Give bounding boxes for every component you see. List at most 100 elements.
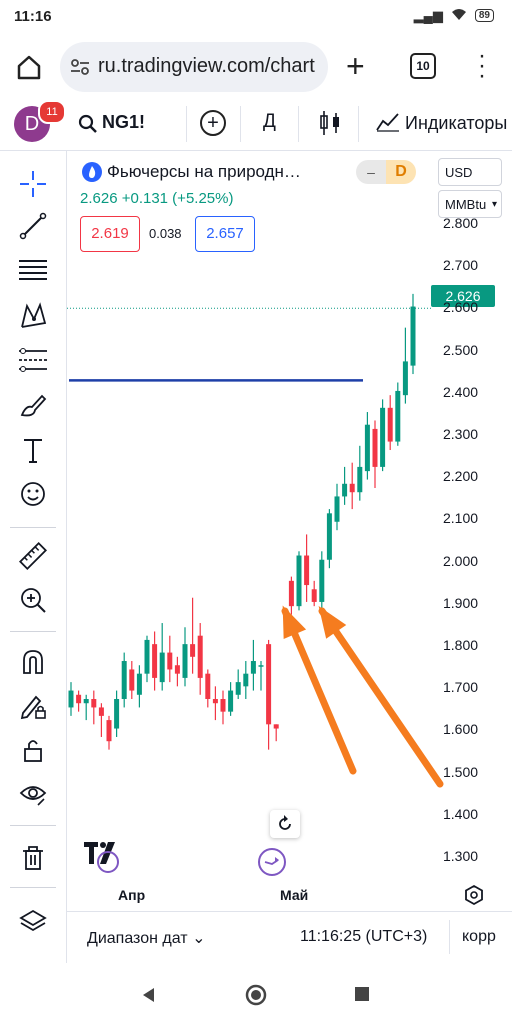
price-tick-label: 2.700 — [443, 257, 479, 274]
candle-body — [159, 652, 165, 683]
forecast-icon[interactable] — [14, 341, 52, 379]
candle-body — [243, 673, 249, 687]
price-tick-label: 1.300 — [443, 848, 479, 864]
candlestick-chart[interactable] — [67, 151, 512, 911]
chevron-down-icon: ⌄ — [192, 930, 206, 947]
status-icons: ▂▄▆ 89 — [414, 7, 494, 24]
text-icon[interactable] — [14, 431, 52, 469]
crosshair-icon[interactable] — [14, 165, 52, 203]
candle-body — [395, 390, 401, 442]
fib-retracement-icon[interactable] — [14, 251, 52, 289]
candle-body — [114, 699, 120, 729]
price-tick-label: 2.600 — [443, 299, 479, 316]
time-label-may: Май — [280, 887, 309, 903]
pattern-icon[interactable] — [14, 297, 52, 335]
lock-drawings-icon[interactable] — [14, 687, 52, 725]
arrow-annotation[interactable] — [281, 605, 357, 775]
brush-icon[interactable] — [14, 387, 52, 425]
buy-button[interactable]: 2.657 — [195, 216, 255, 252]
status-time: 11:16 — [14, 8, 52, 25]
replay-icon[interactable] — [258, 848, 286, 876]
arrow-annotation[interactable] — [318, 606, 444, 788]
status-bar: 11:16 ▂▄▆ 89 — [0, 0, 512, 34]
indicators-button[interactable]: Индикаторы — [376, 112, 507, 134]
tradingview-logo — [82, 838, 126, 879]
timezone-clock[interactable]: 11:16:25 (UTC+3) — [300, 928, 428, 945]
candle-body — [83, 699, 89, 704]
home-nav-icon[interactable] — [245, 984, 267, 1011]
candle-body — [174, 665, 180, 674]
candle-body — [136, 673, 142, 695]
candle-body — [182, 644, 188, 678]
settings-icon[interactable] — [463, 884, 485, 911]
price-tick-label: 2.000 — [443, 552, 479, 569]
unit-select[interactable]: MMBtu ▾ — [438, 190, 502, 218]
search-icon[interactable] — [78, 114, 98, 139]
magnet-icon[interactable] — [14, 643, 52, 681]
site-settings-icon[interactable] — [70, 58, 90, 76]
tab-count-button[interactable]: 10 — [410, 53, 436, 79]
url-text[interactable]: ru.tradingview.com/chart — [98, 55, 315, 77]
candle-body — [304, 555, 310, 586]
time-label-apr: Апр — [118, 887, 146, 903]
legend-change: +0.131 (+5.25%) — [121, 190, 234, 207]
notification-badge: 11 — [38, 100, 66, 124]
last-price-tag: 2.626 — [431, 285, 495, 307]
toolbar-divider — [10, 631, 56, 632]
trash-icon[interactable] — [14, 839, 52, 877]
toolbar-divider — [10, 527, 56, 528]
battery-icon: 89 — [474, 9, 494, 22]
interval-button[interactable]: Д — [263, 111, 276, 132]
adjustment-toggle[interactable]: корр — [462, 928, 496, 945]
reset-chart-button[interactable] — [270, 810, 300, 838]
emoji-icon[interactable] — [14, 475, 52, 513]
delayed-data-badge[interactable]: D — [386, 160, 416, 184]
toolbar-divider — [10, 825, 56, 826]
candle-body — [380, 407, 386, 467]
collapse-legend-button[interactable]: – — [356, 160, 386, 184]
unit-value: MMBtu — [445, 197, 487, 212]
currency-select[interactable]: USD — [438, 158, 502, 186]
recents-icon[interactable] — [354, 986, 370, 1007]
visibility-icon[interactable] — [14, 775, 52, 813]
candle-body — [205, 673, 211, 699]
trendline-icon[interactable] — [14, 207, 52, 245]
time-scale[interactable] — [67, 911, 512, 964]
chart-pane[interactable] — [67, 151, 512, 911]
candle-body — [387, 407, 393, 442]
toolbar-divider — [10, 887, 56, 888]
object-tree-icon[interactable] — [14, 903, 52, 941]
candle-body — [372, 428, 378, 467]
candle-body — [319, 559, 325, 602]
zoom-in-icon[interactable] — [14, 581, 52, 619]
candle-body — [76, 694, 82, 704]
home-icon[interactable] — [14, 52, 44, 82]
date-range-label: Диапазон дат — [87, 930, 188, 947]
sell-button[interactable]: 2.619 — [80, 216, 140, 252]
price-tick-label: 1.800 — [443, 637, 479, 653]
ruler-icon[interactable] — [14, 537, 52, 575]
candle-body — [410, 306, 416, 366]
price-tick-label: 2.100 — [443, 510, 479, 527]
currency-value: USD — [445, 165, 473, 180]
candle-body — [349, 483, 355, 493]
candle-body — [91, 699, 97, 708]
candle-body — [152, 644, 158, 678]
unlock-icon[interactable] — [14, 731, 52, 769]
toolbar-divider — [298, 106, 299, 142]
address-bar[interactable] — [60, 42, 328, 92]
candles-chart-type-icon[interactable] — [318, 108, 342, 143]
back-icon[interactable] — [140, 986, 158, 1009]
price-tick-label: 1.600 — [443, 721, 479, 738]
more-menu-icon[interactable]: · · · — [478, 42, 486, 89]
symbol-search[interactable]: NG1! — [102, 112, 146, 132]
spread-value: 0.038 — [149, 226, 182, 241]
candle-body — [273, 724, 279, 729]
signal-icon: ▂▄▆ — [413, 7, 443, 23]
compare-symbol-button[interactable]: + — [200, 110, 226, 136]
date-range-button[interactable]: Диапазон дат ⌄ — [87, 928, 205, 948]
legend-title[interactable]: Фьючерсы на природн… — [107, 162, 301, 181]
new-tab-icon[interactable]: + — [346, 48, 365, 84]
price-tick-label: 1.700 — [443, 679, 479, 696]
candle-body — [250, 661, 256, 674]
